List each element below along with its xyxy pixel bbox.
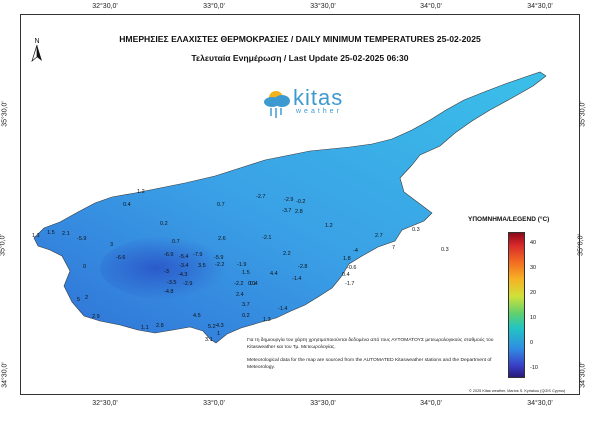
station-temperature-label: -4.8 <box>164 289 173 295</box>
colorbar-tick: 0 <box>530 340 534 346</box>
station-temperature-label: -1.4 <box>278 306 287 312</box>
station-temperature-label: 1.3 <box>263 317 271 323</box>
station-temperature-label: 3.5 <box>198 263 206 269</box>
station-temperature-label: -2.9 <box>183 281 192 287</box>
station-temperature-label: 5.2 <box>208 324 216 330</box>
station-temperature-label: 0.4 <box>250 281 258 287</box>
station-temperature-label: 2.2 <box>283 251 291 257</box>
north-label: N <box>34 38 39 45</box>
station-temperature-label: -4 <box>353 248 358 254</box>
station-temperature-label: 3 <box>110 242 113 248</box>
last-update: Τελευταία Ενημέρωση / Last Update 25-02-… <box>191 53 409 63</box>
station-temperature-label: 0 <box>83 264 86 270</box>
logo-subtitle: weather <box>296 108 342 115</box>
station-temperature-label: -0.6 <box>347 265 356 271</box>
station-temperature-label: -3 <box>164 269 169 275</box>
station-temperature-label: 2.7 <box>375 233 383 239</box>
station-temperature-label: 0.1 <box>248 281 256 287</box>
map-title: ΗΜΕΡΗΣΙΕΣ ΕΛΑΧΙΣΤΕΣ ΘΕΡΜΟΚΡΑΣΙΕΣ / DAILY… <box>119 34 481 44</box>
colorbar-tick: 40 <box>530 240 537 246</box>
station-temperature-label: 0.7 <box>172 239 180 245</box>
station-temperature-label: -0.2 <box>296 199 305 205</box>
station-temperature-label: 0.2 <box>242 313 250 319</box>
lon-tick-top: 33°0,0' <box>203 3 225 10</box>
station-temperature-label: 1.8 <box>343 256 351 262</box>
station-temperature-label: 1.2 <box>137 189 145 195</box>
station-temperature-label: -2.9 <box>284 197 293 203</box>
station-temperature-label: -7.9 <box>193 252 202 258</box>
colorbar-tick: 30 <box>530 265 537 271</box>
station-temperature-label: 1.1 <box>32 233 40 239</box>
station-temperature-label: 1.1 <box>141 325 149 331</box>
station-temperature-label: -6.6 <box>116 255 125 261</box>
note-english: Meteorological data for the map are sour… <box>247 358 492 371</box>
kitas-logo-icon <box>264 91 290 118</box>
station-temperature-label: -2.1 <box>262 235 271 241</box>
station-temperature-label: 0.4 <box>123 202 131 208</box>
station-temperature-label: 3.1 <box>205 337 213 343</box>
station-temperature-label: -5.4 <box>179 254 188 260</box>
station-temperature-label: 2.8 <box>156 323 164 329</box>
station-temperature-label: -2.8 <box>298 264 307 270</box>
station-temperature-label: -2.7 <box>256 194 265 200</box>
colorbar-tick: 10 <box>530 315 537 321</box>
station-temperature-label: -4.3 <box>178 272 187 278</box>
station-temperature-label: 0.2 <box>160 221 168 227</box>
station-temperature-label: 3.7 <box>242 302 250 308</box>
station-temperature-label: -6.9 <box>164 252 173 258</box>
station-temperature-label: 2.9 <box>92 314 100 320</box>
station-temperature-label: 2.1 <box>62 231 70 237</box>
station-temperature-label: 4.4 <box>270 271 278 277</box>
lon-tick-bottom: 33°0,0' <box>203 400 225 407</box>
lon-tick-top: 34°0,0' <box>420 3 442 10</box>
colorbar-tick: -10 <box>530 365 538 371</box>
station-temperature-label: -5.9 <box>77 236 86 242</box>
station-temperature-label: 1.2 <box>325 223 333 229</box>
temperature-colorbar <box>508 232 525 378</box>
copyright: © 2025 Kitas weather, Marios S. Kyriakou… <box>469 389 566 393</box>
station-temperature-label: 0.4 <box>342 272 350 278</box>
station-temperature-label: 4.5 <box>193 313 201 319</box>
station-temperature-label: -1.9 <box>237 262 246 268</box>
station-temperature-label: 0.3 <box>441 247 449 253</box>
legend-title: ΥΠΟΜΝΗΜΑ/LEGEND (°C) <box>468 216 550 223</box>
station-temperature-label: -1.4 <box>292 276 301 282</box>
colorbar-tick: 20 <box>530 290 537 296</box>
station-temperature-label: 2.8 <box>295 209 303 215</box>
station-temperature-label: 4.3 <box>216 323 224 329</box>
station-temperature-label: -2.2 <box>215 262 224 268</box>
lon-tick-bottom: 32°30,0' <box>92 400 118 407</box>
station-temperature-label: 1 <box>217 331 220 337</box>
station-temperature-label: 2 <box>85 295 88 301</box>
north-arrow-icon: N <box>31 38 42 62</box>
station-temperature-label: 5 <box>77 297 80 303</box>
station-temperature-label: -1.7 <box>345 281 354 287</box>
station-temperature-label: -3.7 <box>282 208 291 214</box>
data-source-note: Για τη δημιουργία του χάρτη χρησιμοποιού… <box>247 337 497 377</box>
station-temperature-label: -3.4 <box>179 263 188 269</box>
lon-tick-bottom: 34°0,0' <box>420 400 442 407</box>
station-temperature-label: 1.5 <box>47 230 55 236</box>
station-temperature-label: 2.6 <box>218 236 226 242</box>
station-labels: 1.20.40.20.7-2.7 -2.9 -0.2-3.7 2.81.1 1.5 2.1… <box>32 189 449 343</box>
station-temperature-label: 7 <box>392 245 395 251</box>
lon-tick-bottom: 33°30,0' <box>310 400 336 407</box>
station-temperature-label: 0.7 <box>217 202 225 208</box>
lon-tick-bottom: 34°30,0' <box>527 400 553 407</box>
logo-name: kitas <box>293 85 344 110</box>
station-temperature-label: -3.5 <box>167 280 176 286</box>
station-temperature-label: -2.2 <box>234 281 243 287</box>
note-greek: Για τη δημιουργία του χάρτη χρησιμοποιού… <box>247 338 494 351</box>
cold-region <box>100 236 240 300</box>
lon-tick-top: 32°30,0' <box>92 3 118 10</box>
station-temperature-label: -5.9 <box>214 255 223 261</box>
station-temperature-label: 0.3 <box>412 227 420 233</box>
lon-tick-top: 34°30,0' <box>527 3 553 10</box>
station-temperature-label: 1.5 <box>242 270 250 276</box>
lon-tick-top: 33°30,0' <box>310 3 336 10</box>
station-temperature-label: 2.4 <box>236 292 244 298</box>
